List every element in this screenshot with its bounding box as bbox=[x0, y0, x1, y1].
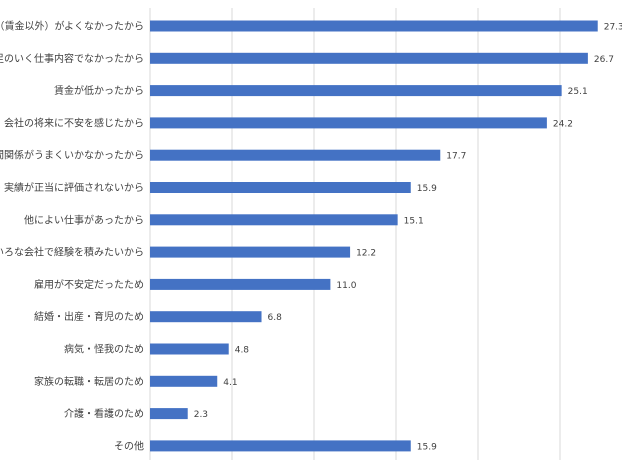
value-label-12: 2.3 bbox=[194, 410, 208, 420]
category-label-6: 他によい仕事があったから bbox=[24, 213, 144, 226]
bar-13 bbox=[150, 440, 411, 452]
value-label-9: 6.8 bbox=[268, 313, 283, 323]
category-label-2: 賃金が低かったから bbox=[54, 84, 144, 97]
value-label-6: 15.1 bbox=[404, 216, 424, 226]
value-label-13: 15.9 bbox=[417, 442, 437, 452]
bar-7 bbox=[150, 246, 351, 258]
category-label-12: 介護・看護のため bbox=[64, 407, 144, 420]
category-label-0: 労働条件（賃金以外）がよくなかったから bbox=[0, 20, 144, 33]
category-label-5: 能力・実績が正当に評価されないから bbox=[0, 181, 144, 194]
bar-2 bbox=[150, 85, 562, 97]
bar-10 bbox=[150, 343, 229, 355]
value-label-3: 24.2 bbox=[553, 119, 573, 129]
value-label-10: 4.8 bbox=[235, 346, 250, 356]
value-label-11: 4.1 bbox=[223, 378, 237, 388]
bar-6 bbox=[150, 214, 398, 226]
value-label-8: 11.0 bbox=[336, 281, 356, 291]
bar-8 bbox=[150, 278, 331, 290]
bar-5 bbox=[150, 182, 411, 193]
category-label-4: 人間関係がうまくいかなかったから bbox=[0, 149, 144, 162]
category-label-8: 雇用が不安定だったため bbox=[34, 278, 144, 291]
bar-9 bbox=[150, 311, 262, 323]
category-label-13: その他 bbox=[114, 439, 144, 452]
value-label-5: 15.9 bbox=[417, 184, 437, 194]
bar-1 bbox=[150, 52, 588, 64]
bar-4 bbox=[150, 149, 441, 161]
category-label-10: 病気・怪我のため bbox=[64, 343, 144, 356]
bar-0 bbox=[150, 20, 598, 32]
category-label-9: 結婚・出産・育児のため bbox=[34, 310, 144, 323]
value-label-1: 26.7 bbox=[594, 55, 614, 65]
bar-12 bbox=[150, 408, 188, 420]
category-label-3: 会社の将来に不安を感じたから bbox=[4, 116, 144, 129]
bar-11 bbox=[150, 375, 218, 387]
category-label-1: 満足のいく仕事内容でなかったから bbox=[0, 52, 144, 65]
value-label-4: 17.7 bbox=[446, 152, 466, 162]
category-label-11: 家族の転職・転居のため bbox=[34, 375, 144, 388]
value-label-0: 27.3 bbox=[604, 23, 622, 33]
bar-3 bbox=[150, 117, 547, 129]
value-label-2: 25.1 bbox=[568, 87, 588, 97]
value-label-7: 12.2 bbox=[356, 249, 376, 259]
category-label-7: いろいろな会社で経験を積みたいから bbox=[0, 246, 144, 259]
